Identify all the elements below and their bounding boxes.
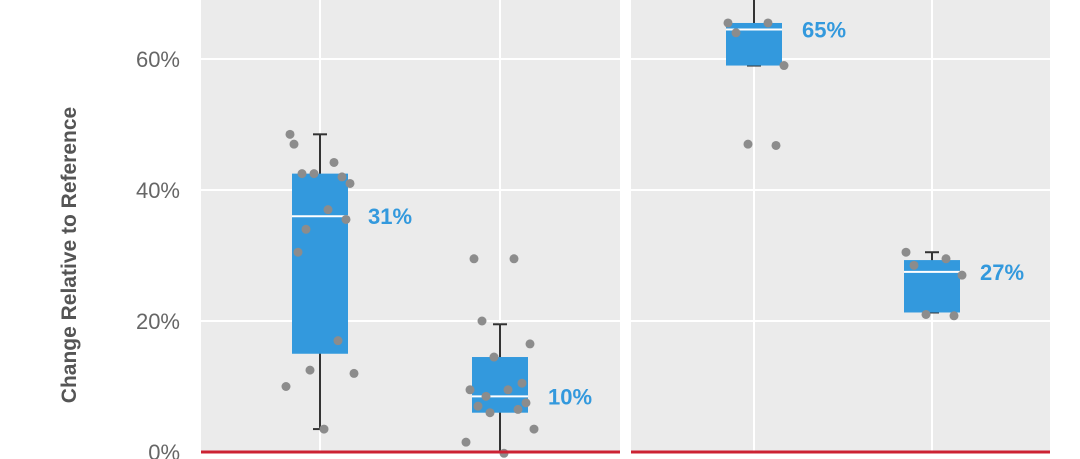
panel-background	[201, 0, 620, 452]
data-point	[319, 424, 329, 434]
data-point	[329, 157, 339, 167]
box	[292, 173, 348, 354]
data-point	[763, 18, 773, 28]
data-point	[341, 214, 351, 224]
data-point	[309, 169, 319, 179]
data-point	[957, 270, 967, 280]
data-point	[489, 352, 499, 362]
data-point	[281, 382, 291, 391]
median-label: 65%	[802, 18, 846, 43]
box-group: 31%	[281, 129, 412, 434]
data-point	[529, 424, 539, 434]
y-tick-label: 0%	[148, 440, 180, 459]
data-point	[481, 391, 491, 401]
data-point	[293, 247, 303, 257]
data-point	[285, 129, 295, 139]
y-tick-label: 60%	[136, 47, 180, 72]
panels-layer: 31% 10% 65% 27%	[201, 0, 1050, 458]
median-label: 27%	[980, 260, 1024, 285]
data-point	[333, 336, 343, 346]
y-axis-ticks: 0% 20% 40% 60%	[136, 47, 180, 459]
box-group: 27%	[901, 247, 1024, 321]
data-point	[731, 28, 741, 38]
data-point	[473, 401, 483, 411]
data-point	[301, 224, 311, 234]
data-point	[349, 368, 359, 378]
median-label: 31%	[368, 204, 412, 229]
data-point	[909, 260, 919, 270]
median-label: 10%	[548, 384, 592, 409]
data-point	[513, 404, 523, 414]
data-point	[469, 254, 479, 264]
data-point	[509, 254, 519, 264]
data-point	[921, 309, 931, 319]
data-point	[525, 339, 535, 349]
data-point	[477, 316, 487, 326]
panel-1: 31% 10%	[201, 0, 620, 458]
data-point	[949, 311, 959, 321]
panel-plot-area: 31% 10%	[201, 0, 620, 458]
y-axis-label: Change Relative to Reference	[58, 107, 81, 403]
panel-plot-area: 65% 27%	[631, 0, 1050, 452]
data-point	[901, 247, 911, 257]
data-point	[743, 139, 753, 149]
data-point	[345, 178, 355, 188]
data-point	[297, 169, 307, 179]
data-point	[517, 378, 527, 388]
data-point	[723, 18, 733, 28]
data-point	[779, 61, 789, 71]
data-point	[461, 437, 471, 447]
data-point	[521, 398, 531, 408]
data-point	[289, 139, 299, 149]
data-point	[941, 254, 951, 264]
data-point	[485, 408, 495, 418]
data-point	[465, 385, 475, 395]
y-tick-label: 40%	[136, 178, 180, 203]
box-group: 10%	[461, 254, 592, 458]
data-point	[337, 172, 347, 182]
panel-2: 65% 27%	[631, 0, 1050, 454]
panel-background	[631, 0, 1050, 452]
y-tick-label: 20%	[136, 309, 180, 334]
data-point	[503, 385, 513, 395]
data-point	[305, 365, 315, 375]
data-point	[771, 140, 781, 150]
box-group: 65%	[723, 0, 846, 150]
data-point	[323, 205, 333, 215]
